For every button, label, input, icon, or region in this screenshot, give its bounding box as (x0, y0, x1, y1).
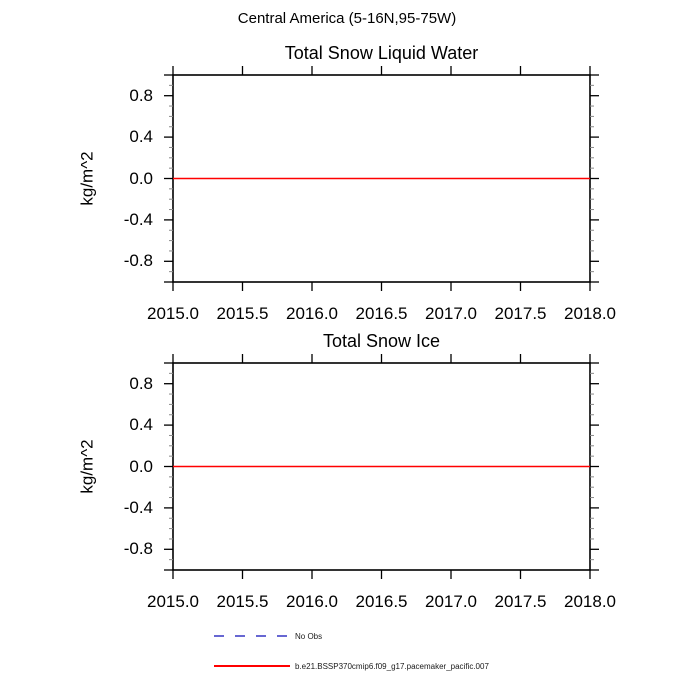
x-tick-label: 2015.5 (216, 592, 269, 611)
x-tick-label: 2016.0 (286, 592, 338, 611)
x-tick-label: 2017.0 (425, 304, 477, 323)
x-tick-label: 2016.5 (355, 304, 408, 323)
y-tick-label: -0.8 (123, 539, 153, 559)
legend-dashed-line-swatch (214, 635, 290, 637)
plot-title-snow-ice: Total Snow Ice (322, 331, 441, 351)
y-tick-label: 0.8 (129, 373, 153, 393)
y-tick-label: -0.4 (123, 209, 153, 229)
y-tick-label: 0.4 (129, 127, 153, 147)
y-tick-label: 0.0 (129, 168, 153, 188)
x-tick-label: 2017.5 (494, 304, 547, 323)
y-tick-label: -0.4 (123, 497, 153, 517)
x-tick-label: 2016.0 (286, 304, 338, 323)
legend-solid-line-swatch (214, 665, 290, 667)
legend-item: No Obs (214, 630, 322, 642)
x-tick-label: 2015.0 (147, 592, 199, 611)
plot-title-snow-liquid-water: Total Snow Liquid Water (284, 43, 479, 63)
y-tick-label: -0.8 (123, 251, 153, 271)
x-tick-label: 2016.5 (355, 592, 408, 611)
legend-label: b.e21.BSSP370cmip6.f09_g17.pacemaker_pac… (295, 661, 489, 671)
page-title: Central America (5-16N,95-75W) (237, 10, 457, 27)
legend-label: No Obs (295, 631, 323, 641)
x-tick-label: 2015.0 (147, 304, 199, 323)
legend-item: b.e21.BSSP370cmip6.f09_g17.pacemaker_pac… (214, 660, 489, 672)
x-tick-label: 2018.0 (564, 304, 616, 323)
x-tick-label: 2017.0 (425, 592, 477, 611)
y-tick-label: 0.0 (129, 456, 153, 476)
x-tick-label: 2018.0 (564, 592, 616, 611)
y-tick-label: 0.8 (129, 85, 153, 105)
x-tick-label: 2015.5 (216, 304, 269, 323)
x-tick-label: 2017.5 (494, 592, 547, 611)
y-tick-label: 0.4 (129, 415, 153, 435)
